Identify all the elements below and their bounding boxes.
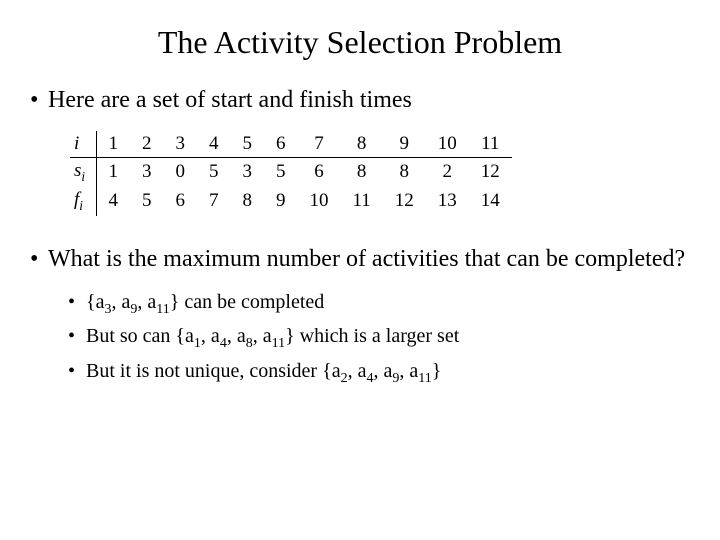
table-cell: 8 <box>231 187 265 216</box>
table-cell: 8 <box>341 158 383 187</box>
table-cell: 10 <box>426 131 469 158</box>
table-cell: 9 <box>383 131 426 158</box>
table-row-head: fi <box>70 187 96 216</box>
table-cell: 11 <box>469 131 512 158</box>
table-cell: 3 <box>164 131 198 158</box>
table-cell: 0 <box>164 158 198 187</box>
table-row-head: i <box>70 131 96 158</box>
table-cell: 12 <box>469 158 512 187</box>
table-cell: 11 <box>341 187 383 216</box>
table-cell: 2 <box>426 158 469 187</box>
table-cell: 5 <box>130 187 164 216</box>
table-cell: 5 <box>264 158 298 187</box>
question-bullet: What is the maximum number of activities… <box>30 244 690 274</box>
table-cell: 6 <box>298 158 341 187</box>
table-cell: 1 <box>96 131 130 158</box>
table-cell: 8 <box>383 158 426 187</box>
table-cell: 3 <box>231 158 265 187</box>
table-cell: 3 <box>130 158 164 187</box>
table-cell: 6 <box>164 187 198 216</box>
table-cell: 13 <box>426 187 469 216</box>
table-cell: 12 <box>383 187 426 216</box>
table-cell: 1 <box>96 158 130 187</box>
table-cell: 7 <box>298 131 341 158</box>
table-cell: 2 <box>130 131 164 158</box>
table-cell: 5 <box>197 158 231 187</box>
sub-bullet-1: {a3, a9, a11} can be completed <box>30 290 690 319</box>
table-cell: 14 <box>469 187 512 216</box>
table-cell: 9 <box>264 187 298 216</box>
table-cell: 4 <box>197 131 231 158</box>
table-row-head: si <box>70 158 96 187</box>
activity-table: i1234567891011si130535688212fi4567891011… <box>70 131 690 216</box>
table-cell: 10 <box>298 187 341 216</box>
sub-bullet-2: But so can {a1, a4, a8, a11} which is a … <box>30 324 690 353</box>
slide-title: The Activity Selection Problem <box>30 24 690 61</box>
table-cell: 5 <box>231 131 265 158</box>
table-cell: 8 <box>341 131 383 158</box>
intro-bullet: Here are a set of start and finish times <box>30 85 690 115</box>
table-cell: 6 <box>264 131 298 158</box>
table-cell: 7 <box>197 187 231 216</box>
table-cell: 4 <box>96 187 130 216</box>
sub-bullet-3: But it is not unique, consider {a2, a4, … <box>30 359 690 388</box>
